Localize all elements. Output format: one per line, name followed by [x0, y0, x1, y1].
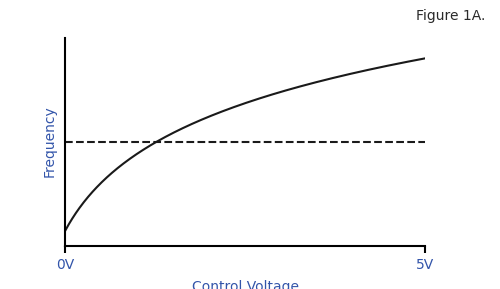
Text: Figure 1A.: Figure 1A. — [416, 9, 485, 23]
Y-axis label: Frequency: Frequency — [42, 106, 56, 177]
X-axis label: Control Voltage: Control Voltage — [192, 281, 298, 289]
